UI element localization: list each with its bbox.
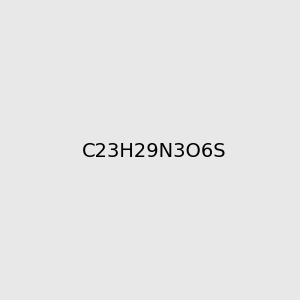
Text: C23H29N3O6S: C23H29N3O6S	[81, 142, 226, 161]
